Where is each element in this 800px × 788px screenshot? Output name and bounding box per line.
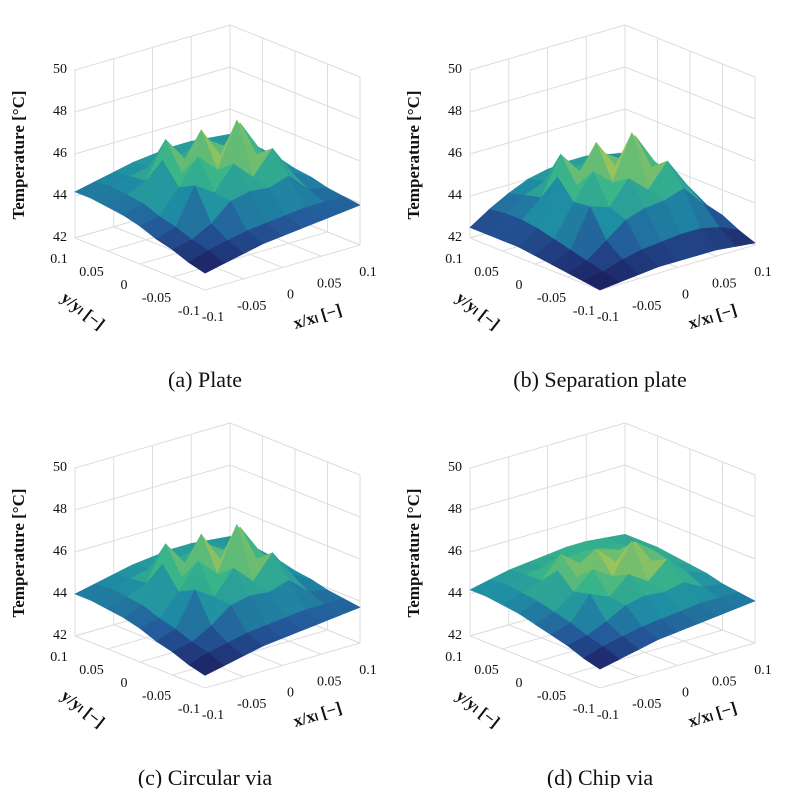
x-tick-label: -0.05 [632,697,661,712]
caption: (d) Chip via [547,765,654,788]
z-axis-label: Temperature [°C] [404,488,423,617]
z-tick-label: 42 [448,230,462,245]
x-tick-label: 0 [287,288,294,303]
y-tick-label: 0 [516,676,523,691]
x-tick-label: 0 [287,686,294,701]
x-axis-label: x/xₗ [−] [291,698,344,731]
z-tick-label: 42 [53,628,67,643]
grid-line [204,244,361,291]
z-tick-label: 46 [448,544,462,559]
panel: 42 44 46 48 50 -0.1 -0.05 0 0.05 0.1 -0.1 -0.05 0 0.0… [404,422,772,788]
caption: (a) Plate [168,367,242,392]
z-tick-label: 48 [53,502,67,517]
x-tick-label: -0.05 [237,697,266,712]
x-tick-label: 0.1 [359,663,377,678]
x-tick-label: 0.05 [317,674,342,689]
y-tick-label: -0.1 [178,304,200,319]
y-tick-label: 0.1 [445,252,463,267]
grid-line [599,244,756,291]
x-tick-label: -0.1 [202,708,224,723]
z-tick-label: 44 [448,586,462,601]
x-tick-label: 0.1 [754,265,772,280]
caption: (b) Separation plate [513,367,687,392]
grid-line [567,629,723,676]
z-tick-label: 50 [53,62,67,77]
z-tick-label: 46 [53,146,67,161]
y-tick-label: -0.1 [178,702,200,717]
z-tick-label: 48 [448,104,462,119]
x-tick-label: -0.05 [632,299,661,314]
y-tick-label: 0.1 [50,252,68,267]
z-axis-label: Temperature [°C] [9,90,28,219]
y-tick-label: 0 [121,278,128,293]
surface-patch [583,646,620,670]
x-axis-label: x/xₗ [−] [291,300,344,333]
y-tick-label: -0.05 [142,689,171,704]
x-tick-label: -0.05 [237,299,266,314]
y-tick-label: -0.05 [537,689,566,704]
y-tick-label: 0.05 [79,663,104,678]
x-tick-label: 0.1 [359,265,377,280]
surface-patch [188,652,225,676]
y-tick-label: -0.05 [142,291,171,306]
panel: 42 44 46 48 50 -0.1 -0.05 0 0.05 0.1 -0.1 -0.05 0 0.0… [404,24,772,392]
panel: 42 44 46 48 50 -0.1 -0.05 0 0.05 0.1 -0.1 -0.05 0 0.0… [9,24,377,392]
z-axis-label: Temperature [°C] [9,488,28,617]
x-tick-label: 0 [682,288,689,303]
x-tick-label: 0.1 [754,663,772,678]
y-axis-label: y/yₗ [−] [58,686,109,732]
x-tick-label: -0.1 [597,310,619,325]
grid-line [599,642,756,689]
y-tick-label: 0.1 [50,650,68,665]
z-tick-label: 50 [448,460,462,475]
y-tick-label: -0.1 [573,702,595,717]
surface-patch [583,271,621,291]
panel: 42 44 46 48 50 -0.1 -0.05 0 0.05 0.1 -0.1 -0.05 0 0.0… [9,422,377,788]
x-tick-label: 0 [682,686,689,701]
y-tick-label: -0.05 [537,291,566,306]
z-tick-label: 46 [448,146,462,161]
z-tick-label: 50 [53,460,67,475]
grid-line [172,231,328,278]
x-tick-label: -0.1 [202,310,224,325]
y-axis-label: y/yₗ [−] [453,288,504,334]
x-tick-label: 0.05 [712,674,737,689]
y-tick-label: 0.05 [79,265,104,280]
y-axis-label: y/yₗ [−] [453,686,504,732]
x-axis-label: x/xₗ [−] [686,300,739,333]
surface-patch [188,250,225,274]
z-tick-label: 48 [448,502,462,517]
z-tick-label: 42 [53,230,67,245]
x-tick-label: 0.05 [712,276,737,291]
y-tick-label: 0 [516,278,523,293]
y-tick-label: 0 [121,676,128,691]
z-tick-label: 42 [448,628,462,643]
caption: (c) Circular via [138,765,273,788]
x-axis-label: x/xₗ [−] [686,698,739,731]
x-tick-label: 0.05 [317,276,342,291]
z-tick-label: 44 [448,188,462,203]
y-tick-label: -0.1 [573,304,595,319]
grid-line [204,642,361,689]
y-axis-label: y/yₗ [−] [58,288,109,334]
z-tick-label: 46 [53,544,67,559]
z-tick-label: 50 [448,62,462,77]
y-tick-label: 0.05 [474,265,499,280]
y-tick-label: 0.1 [445,650,463,665]
z-axis-label: Temperature [°C] [404,90,423,219]
z-tick-label: 44 [53,188,67,203]
z-tick-label: 48 [53,104,67,119]
z-tick-label: 44 [53,586,67,601]
x-tick-label: -0.1 [597,708,619,723]
y-tick-label: 0.05 [474,663,499,678]
